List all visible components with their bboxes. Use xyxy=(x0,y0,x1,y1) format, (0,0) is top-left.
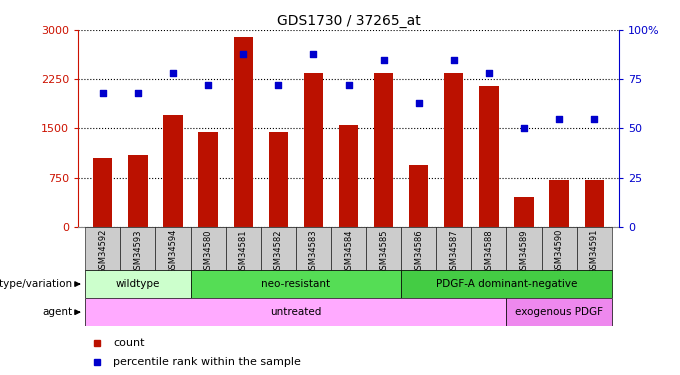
Bar xyxy=(85,227,120,270)
Text: GSM34590: GSM34590 xyxy=(555,229,564,274)
Bar xyxy=(401,227,437,270)
Point xyxy=(133,90,143,96)
Bar xyxy=(296,227,331,270)
Bar xyxy=(260,227,296,270)
Point xyxy=(97,90,108,96)
Bar xyxy=(401,270,612,298)
Bar xyxy=(199,132,218,227)
Bar xyxy=(129,154,148,227)
Bar xyxy=(85,270,190,298)
Point xyxy=(519,125,530,132)
Text: GSM34580: GSM34580 xyxy=(203,229,213,274)
Bar xyxy=(226,227,260,270)
Text: GSM34594: GSM34594 xyxy=(169,229,177,274)
Title: GDS1730 / 37265_at: GDS1730 / 37265_at xyxy=(277,13,420,28)
Text: GSM34586: GSM34586 xyxy=(414,229,423,274)
Bar xyxy=(331,227,366,270)
Bar xyxy=(471,227,507,270)
Text: untreated: untreated xyxy=(270,307,322,317)
Bar xyxy=(304,73,323,227)
Bar xyxy=(507,227,541,270)
Point xyxy=(378,57,389,63)
Bar xyxy=(366,227,401,270)
Bar xyxy=(374,73,393,227)
Text: genotype/variation: genotype/variation xyxy=(0,279,73,289)
Text: GSM34584: GSM34584 xyxy=(344,229,353,274)
Bar xyxy=(541,227,577,270)
Bar xyxy=(163,116,183,227)
Bar xyxy=(85,298,507,326)
Point xyxy=(413,100,424,106)
Bar xyxy=(577,227,612,270)
Point xyxy=(448,57,459,63)
Bar xyxy=(437,227,471,270)
Bar xyxy=(156,227,190,270)
Text: GSM34592: GSM34592 xyxy=(99,229,107,274)
Point xyxy=(167,70,178,76)
Text: GSM34588: GSM34588 xyxy=(484,229,494,274)
Bar xyxy=(549,180,568,227)
Point xyxy=(308,51,319,57)
Bar xyxy=(269,132,288,227)
Point xyxy=(483,70,494,76)
Text: PDGF-A dominant-negative: PDGF-A dominant-negative xyxy=(436,279,577,289)
Bar xyxy=(507,298,612,326)
Text: GSM34589: GSM34589 xyxy=(520,229,528,274)
Text: GSM34585: GSM34585 xyxy=(379,229,388,274)
Point xyxy=(554,116,564,122)
Text: exogenous PDGF: exogenous PDGF xyxy=(515,307,603,317)
Point xyxy=(589,116,600,122)
Bar xyxy=(514,197,534,227)
Bar xyxy=(190,227,226,270)
Text: neo-resistant: neo-resistant xyxy=(261,279,330,289)
Point xyxy=(273,82,284,88)
Text: GSM34581: GSM34581 xyxy=(239,229,248,274)
Text: GSM34583: GSM34583 xyxy=(309,229,318,274)
Text: GSM34582: GSM34582 xyxy=(274,229,283,274)
Text: count: count xyxy=(113,338,144,348)
Bar xyxy=(233,37,253,227)
Bar xyxy=(585,180,604,227)
Bar xyxy=(120,227,156,270)
Bar xyxy=(93,158,112,227)
Text: GSM34587: GSM34587 xyxy=(449,229,458,274)
Bar xyxy=(479,86,498,227)
Bar xyxy=(339,125,358,227)
Bar xyxy=(190,270,401,298)
Bar xyxy=(409,165,428,227)
Text: GSM34593: GSM34593 xyxy=(133,229,142,274)
Bar xyxy=(444,73,464,227)
Text: GSM34591: GSM34591 xyxy=(590,229,598,274)
Point xyxy=(343,82,354,88)
Text: wildtype: wildtype xyxy=(116,279,160,289)
Point xyxy=(203,82,214,88)
Text: percentile rank within the sample: percentile rank within the sample xyxy=(113,357,301,367)
Point xyxy=(238,51,249,57)
Text: agent: agent xyxy=(43,307,73,317)
